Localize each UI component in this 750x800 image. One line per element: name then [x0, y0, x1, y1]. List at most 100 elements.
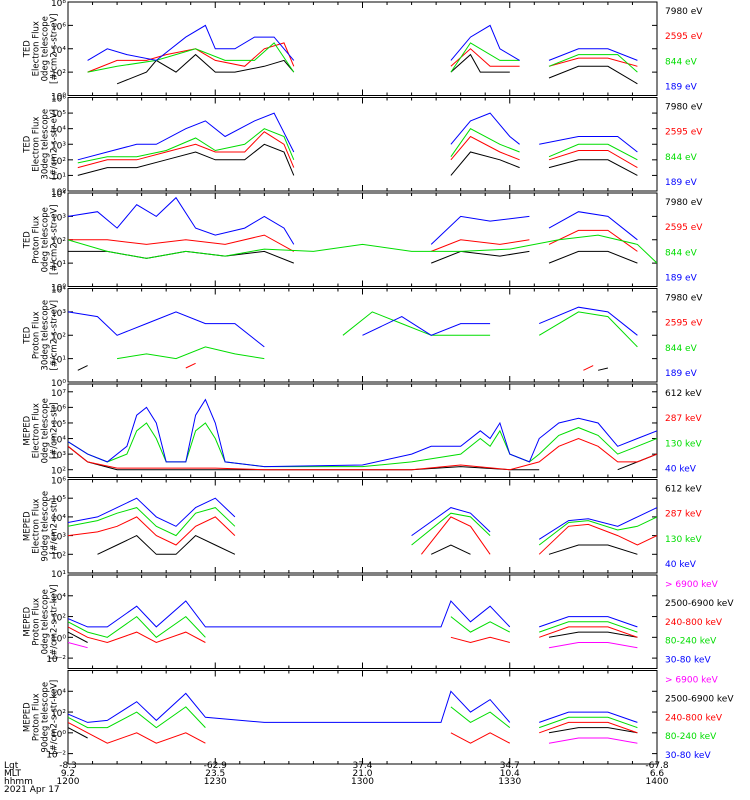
- series-line-8-2-1: [68, 727, 88, 739]
- series-line-7-5-2: [539, 616, 638, 628]
- panel-frame: [67, 1, 658, 96]
- series-line-8-3-1: [68, 721, 206, 744]
- series-line-4-3-2: [342, 311, 491, 336]
- series-line-1-1-1: [116, 53, 295, 85]
- series-line-4-2-2: [583, 365, 594, 371]
- y-tick-label: 10³: [51, 213, 66, 223]
- y-axis-label-line: Electron Flux: [32, 403, 42, 458]
- y-axis-label-line: [#/cm2-s-str-keV]: [50, 680, 60, 755]
- panel-data: [68, 600, 638, 649]
- y-axis-label-line: Proton Flux: [32, 216, 42, 264]
- y-axis-label-line: Electron Flux: [32, 499, 42, 554]
- y-tick-label: 10³: [51, 533, 66, 543]
- panel-data: [68, 306, 638, 371]
- y-axis-label-line: MEPED: [23, 702, 33, 732]
- series-line-5-3-1: [68, 422, 657, 468]
- series-line-6-2-3: [538, 523, 657, 555]
- panel-data: [87, 24, 638, 85]
- series-line-6-3-1: [68, 507, 236, 537]
- ephemeris-value: 21.0: [352, 769, 372, 779]
- y-axis-label-line: Proton Flux: [32, 311, 42, 359]
- y-axis-label: MEPED Electron Flux 0deg telescope [#/cm2-s…: [23, 398, 60, 463]
- series-line-1-3-1: [87, 42, 295, 73]
- y-axis-label-line: TED: [23, 326, 33, 345]
- series-line-3-4-3: [548, 211, 638, 241]
- legend-entry: 2500-6900 keV: [665, 694, 734, 704]
- y-axis-label-line: Electron Flux: [32, 117, 42, 172]
- y-tick-label: 10⁻²: [46, 655, 66, 665]
- series-line-8-4-1: [68, 706, 206, 729]
- series-line-2-1-3: [548, 159, 638, 176]
- series-line-6-4-2: [411, 507, 491, 537]
- series-line-7-1-1: [68, 642, 88, 649]
- series-line-3-1-2: [431, 250, 530, 264]
- ephemeris-value: 1400: [646, 777, 669, 787]
- series-line-6-1-2: [430, 544, 471, 555]
- panel-3: 10⁴ 10³ 10² 10¹ 10⁰ TED Proton Flux 0deg telesc…: [23, 190, 704, 294]
- series-line-5-2-1: [68, 437, 657, 471]
- series-line-4-1-2: [597, 367, 609, 371]
- y-tick-label: 10⁶: [51, 477, 66, 487]
- y-tick-label: 10⁴: [51, 286, 66, 296]
- panel-1: 10⁸ 10⁶ 10⁴ 10² 10⁰ TED Electron Flux 0deg tele…: [23, 0, 704, 103]
- y-tick-label: 10²: [51, 332, 66, 342]
- y-axis-label-line: MEPED: [23, 415, 33, 445]
- panel-6: 10⁶ 10⁵ 10⁴ 10³ 10² 10¹ MEPED Electron Flux 90de…: [23, 477, 703, 581]
- legend-entry: 30-80 keV: [665, 656, 711, 666]
- y-axis-label-line: [#/cm2-s-str]: [50, 498, 60, 555]
- y-tick-label: 10⁵: [51, 110, 66, 120]
- y-tick-label: 10⁴: [51, 514, 66, 524]
- y-tick-label: 10³: [51, 309, 66, 319]
- series-line-8-4-3: [539, 716, 638, 729]
- legend-entry: > 6900 keV: [665, 676, 719, 686]
- series-line-6-3-2: [411, 512, 491, 546]
- y-tick-label: 10⁴: [51, 46, 66, 56]
- y-axis-label: TED Proton Flux 0deg telescope [#/cm2-s-str…: [23, 205, 60, 275]
- series-line-2-4-1: [77, 112, 295, 161]
- y-axis-label-line: Electron Flux: [32, 21, 42, 76]
- legend-entry: 2595 eV: [665, 319, 703, 329]
- legend-entry: 2595 eV: [665, 32, 703, 42]
- y-tick-label: 10⁰: [51, 730, 66, 740]
- series-line-3-2-2: [431, 239, 530, 252]
- series-line-1-2-1: [87, 42, 295, 73]
- ephemeris-row-label: MLT: [4, 769, 22, 779]
- ephemeris-value: 1200: [57, 777, 80, 787]
- y-tick-label: 10⁴: [51, 126, 66, 136]
- ephemeris-value: 10.4: [500, 769, 520, 779]
- y-axis-label-line: [#/cm2-s-str-eV]: [50, 14, 60, 84]
- legend-entry: 844 eV: [665, 153, 698, 163]
- y-tick-label: 10⁴: [51, 190, 66, 200]
- y-axis-label-line: 0deg telescope: [41, 398, 51, 463]
- ephemeris-value: 34.7: [500, 761, 520, 771]
- series-line-1-4-2: [450, 24, 520, 61]
- y-axis-label-line: [#/cm2-s-str]: [50, 402, 60, 459]
- y-tick-label: 10²: [51, 237, 66, 247]
- series-line-6-4-1: [68, 497, 236, 527]
- y-tick-label: 10⁶: [51, 22, 66, 32]
- legend-entry: 130 keV: [665, 439, 702, 449]
- y-axis-label-line: TED: [23, 40, 33, 59]
- legend-entry: 612 keV: [665, 485, 702, 495]
- legend-entry: 189 eV: [665, 369, 698, 379]
- series-line-1-3-3: [548, 54, 638, 73]
- y-tick-label: 10²: [51, 709, 66, 719]
- series-line-2-3-1: [77, 128, 295, 164]
- legend-entry: 844 eV: [665, 344, 698, 354]
- y-tick-label: 10⁰: [51, 634, 66, 644]
- series-line-4-1-1: [77, 365, 88, 371]
- legend-entry: 287 keV: [665, 414, 702, 424]
- series-line-3-2-1: [68, 234, 295, 252]
- y-axis-label: MEPED Proton Flux 90deg telescope [#/cm2-s-…: [23, 680, 60, 755]
- series-line-7-4-3: [539, 621, 638, 633]
- y-tick-label: 10²: [51, 614, 66, 624]
- y-axis-label-line: [#/cm2-s-str-eV]: [50, 300, 60, 370]
- legend-entry: 189 eV: [665, 178, 698, 188]
- y-tick-label: 10⁰: [51, 379, 66, 389]
- y-axis-label-line: TED: [23, 231, 33, 250]
- y-axis-label-line: 30deg telescope: [41, 109, 51, 180]
- y-tick-label: 10²: [51, 157, 66, 167]
- series-line-3-4-1: [68, 196, 295, 245]
